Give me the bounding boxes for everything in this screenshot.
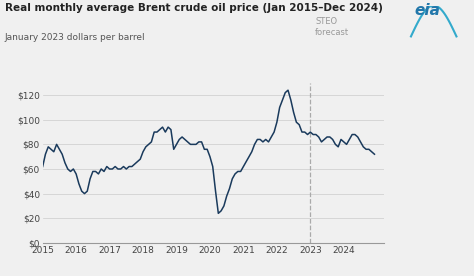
Text: January 2023 dollars per barrel: January 2023 dollars per barrel [5, 33, 146, 42]
Text: Real monthly average Brent crude oil price (Jan 2015–Dec 2024): Real monthly average Brent crude oil pri… [5, 3, 383, 13]
Text: STEO
forecast: STEO forecast [315, 17, 349, 37]
Text: eia: eia [415, 3, 441, 18]
